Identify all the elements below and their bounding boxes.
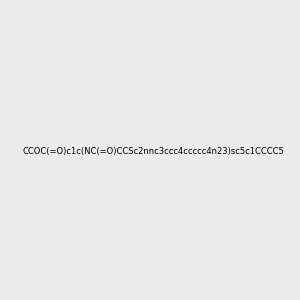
Text: CCOC(=O)c1c(NC(=O)CCSc2nnc3ccc4ccccc4n23)sc5c1CCCC5: CCOC(=O)c1c(NC(=O)CCSc2nnc3ccc4ccccc4n23… [23,147,285,156]
